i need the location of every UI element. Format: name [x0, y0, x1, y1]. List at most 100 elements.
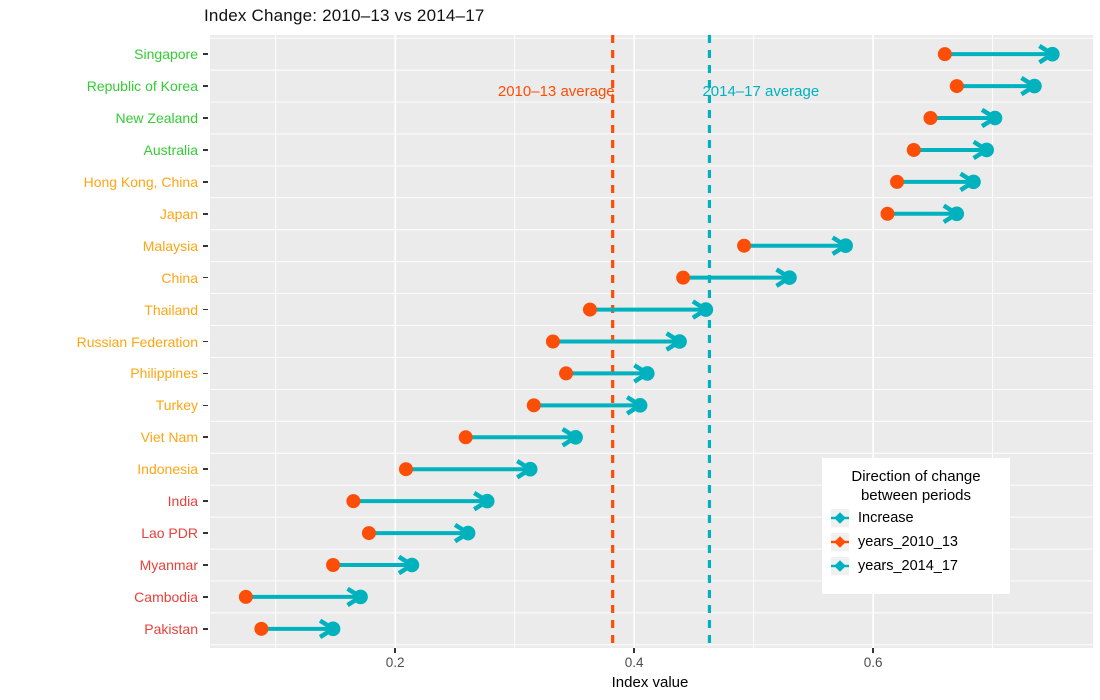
y-axis-tick — [203, 564, 208, 566]
y-axis-tick — [203, 53, 208, 55]
y-axis-tick — [203, 404, 208, 407]
y-axis-tick — [203, 468, 208, 470]
dot-2014-17 — [966, 174, 981, 190]
avg-2014-17-annotation: 2014–17 average — [702, 83, 820, 100]
y-axis-label: Russian Federation — [76, 333, 198, 350]
y-axis-tick — [203, 149, 208, 151]
dot-2014-17 — [353, 589, 368, 605]
y-axis-label: China — [161, 269, 198, 286]
y-axis-tick — [203, 308, 208, 311]
legend-title-line1: Direction of change — [851, 468, 981, 485]
dot-2014-17 — [479, 493, 495, 509]
x-axis-tick — [872, 648, 874, 653]
dot-2014-17 — [949, 206, 965, 222]
dot-2014-17 — [979, 142, 994, 158]
dot-2010-13 — [880, 206, 895, 221]
dot-2014-17 — [782, 270, 797, 285]
dot-2014-17 — [698, 302, 714, 317]
dot-2010-13 — [737, 238, 752, 253]
y-axis-label: India — [167, 493, 198, 510]
dot-2014-17 — [987, 110, 1003, 126]
dot-2014-17 — [522, 461, 538, 477]
y-axis-tick — [203, 340, 208, 343]
y-axis-label: Cambodia — [134, 588, 198, 605]
y-axis-label: Indonesia — [137, 461, 198, 478]
dot-2014-17 — [640, 366, 655, 381]
y-axis-tick — [203, 181, 208, 183]
legend-item: Increase — [831, 506, 1010, 529]
dot-2010-13 — [906, 142, 921, 157]
y-axis-label: Pakistan — [144, 620, 198, 637]
x-axis-tick — [394, 648, 396, 653]
y-axis-tick — [203, 244, 208, 247]
dot-2010-13 — [890, 174, 905, 189]
x-axis-title: Index value — [611, 674, 689, 691]
y-axis-tick — [203, 117, 208, 119]
chart-title: Index Change: 2010–13 vs 2014–17 — [204, 6, 485, 25]
dot-2010-13 — [923, 111, 938, 126]
dot-2010-13 — [254, 621, 269, 636]
y-axis-tick — [203, 596, 208, 598]
y-axis-label: Viet Nam — [140, 429, 198, 446]
dot-2010-13 — [676, 270, 691, 285]
legend-item-label: years_2010_13 — [858, 533, 958, 550]
dot-2014-17 — [632, 398, 648, 413]
dot-2010-13 — [238, 589, 253, 604]
dot-2010-13 — [937, 47, 952, 62]
legend-title-line2: between periods — [860, 487, 972, 504]
period-2014-17-dot-icon — [831, 556, 849, 575]
increase-arrow-icon — [831, 508, 849, 527]
legend-item-label: years_2014_17 — [858, 557, 958, 574]
legend-item: years_2014_17 — [831, 554, 1010, 577]
legend-title: Direction of change between periods — [822, 467, 1010, 505]
dot-2010-13 — [346, 494, 361, 509]
y-axis-label: Myanmar — [139, 556, 198, 573]
y-axis-tick — [203, 85, 208, 87]
dot-2010-13 — [361, 526, 376, 541]
period-2010-13-dot-icon — [831, 532, 849, 551]
y-axis-tick — [203, 372, 208, 375]
dot-2014-17 — [1027, 78, 1042, 94]
x-axis-tick-label: 0.6 — [863, 655, 883, 670]
y-axis-label: Hong Kong, China — [83, 173, 198, 190]
dot-2010-13 — [398, 462, 413, 477]
y-axis-label: Australia — [143, 141, 198, 158]
legend: Direction of change between periods Incr… — [822, 458, 1010, 594]
dot-2010-13 — [559, 366, 574, 381]
y-axis-label: Japan — [159, 205, 198, 222]
dot-2010-13 — [458, 430, 473, 445]
y-axis-label: Malaysia — [142, 237, 198, 254]
y-axis-tick — [203, 212, 208, 215]
dot-2014-17 — [404, 557, 420, 573]
y-axis-label: Thailand — [144, 301, 198, 318]
y-axis-label: Lao PDR — [141, 525, 198, 542]
x-axis-tick-label: 0.4 — [624, 655, 644, 670]
dot-2014-17 — [460, 525, 476, 541]
y-axis-label: Republic of Korea — [86, 78, 198, 95]
y-axis-label: Singapore — [134, 46, 198, 63]
x-axis-tick-label: 0.2 — [385, 655, 405, 670]
avg-2010-13-annotation: 2010–13 average — [497, 83, 615, 100]
dot-2014-17 — [325, 621, 341, 637]
dot-2010-13 — [949, 79, 964, 94]
legend-item: years_2010_13 — [831, 530, 1010, 553]
y-axis-tick — [203, 628, 208, 630]
x-axis-tick — [633, 648, 635, 653]
dot-2010-13 — [545, 334, 560, 349]
plot-panel: 2010–13 average 2014–17 average — [210, 35, 1093, 648]
dot-2014-17 — [568, 429, 583, 445]
y-axis-tick — [203, 500, 208, 502]
dot-2010-13 — [326, 557, 341, 572]
y-axis-label: Philippines — [130, 365, 198, 382]
plot-canvas — [210, 35, 1093, 648]
legend-item-label: Increase — [858, 509, 914, 526]
dot-2014-17 — [838, 238, 853, 254]
dot-2010-13 — [582, 302, 597, 317]
y-axis-tick — [203, 532, 208, 534]
y-axis-tick — [203, 276, 208, 279]
legend-items: Increase years_2010_13 years_2014_17 — [822, 506, 1010, 577]
y-axis-label: New Zealand — [115, 110, 199, 126]
dot-2014-17 — [1045, 46, 1060, 62]
dot-2014-17 — [672, 334, 687, 349]
